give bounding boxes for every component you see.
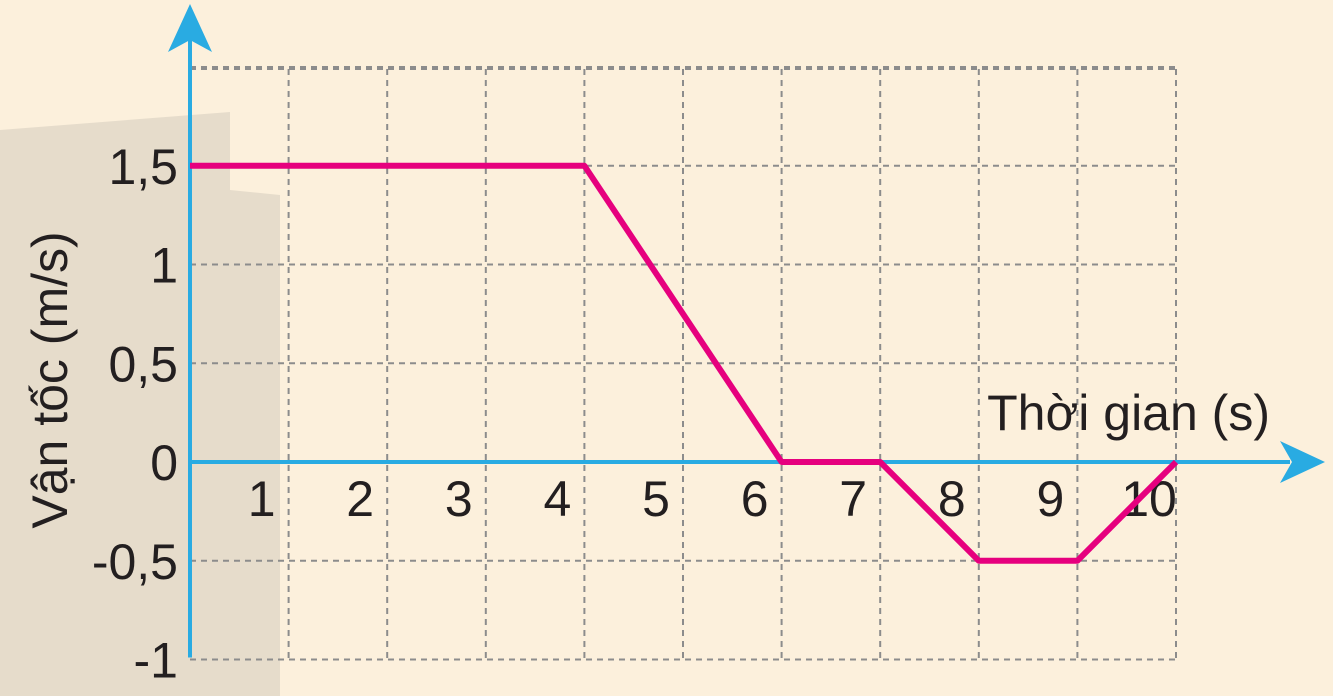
x-tick-label: 1: [248, 471, 276, 527]
background-shadow-panel: [0, 112, 280, 696]
y-tick-label: -1: [134, 633, 178, 689]
x-tick-label: 2: [346, 471, 374, 527]
x-tick-label: 8: [938, 471, 966, 527]
y-tick-label: 1: [150, 238, 178, 294]
y-axis-title: Vận tốc (m/s): [22, 231, 78, 528]
y-tick-labels: 1,5 1 0,5 0 -0,5 -1: [92, 139, 178, 689]
x-tick-label: 7: [839, 471, 867, 527]
x-tick-label: 9: [1036, 471, 1064, 527]
x-tick-labels: 1 2 3 4 5 6 7 8 9 10: [248, 471, 1177, 527]
y-tick-label: 1,5: [108, 139, 178, 195]
x-tick-label: 3: [445, 471, 473, 527]
y-tick-label: 0: [150, 435, 178, 491]
velocity-series-line: [190, 162, 1179, 564]
x-tick-label: 5: [642, 471, 670, 527]
y-tick-label: -0,5: [92, 534, 178, 590]
y-tick-label: 0,5: [108, 336, 178, 392]
x-tick-label: 4: [543, 471, 571, 527]
y-axis-arrowhead: [168, 4, 212, 52]
x-tick-label: 6: [741, 471, 769, 527]
x-tick-label: 10: [1121, 471, 1177, 527]
x-axis-arrowhead: [1280, 441, 1325, 483]
x-axis-title: Thời gian (s): [987, 385, 1270, 441]
